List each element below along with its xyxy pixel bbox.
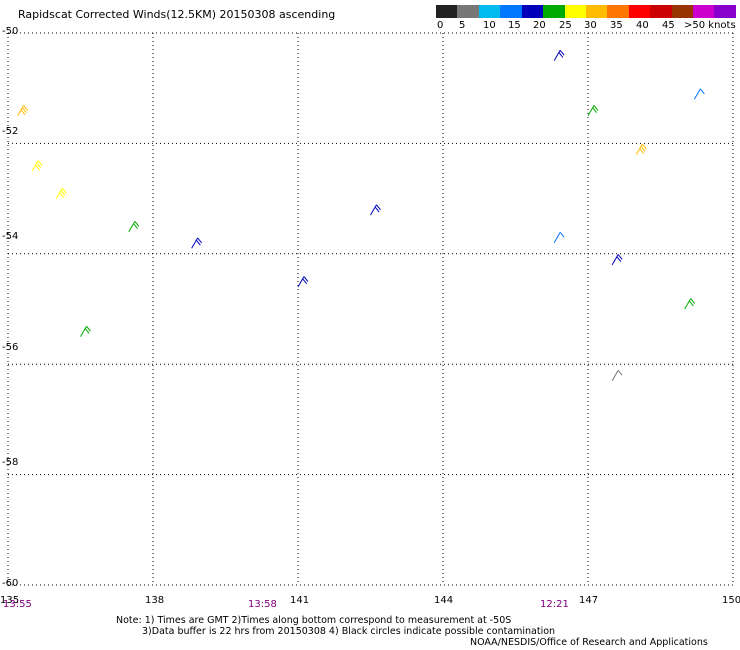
scale-label: 20 <box>533 20 546 31</box>
scale-swatch <box>457 5 479 18</box>
wind-barb <box>611 254 623 266</box>
lat-tick-label: -60 <box>2 578 19 589</box>
wind-speed-color-scale: 0 5 10 15 20 25 30 35 40 45 >50 knots <box>436 5 740 35</box>
pass-time-label: 12:21 <box>540 599 569 610</box>
lat-tick-label: -56 <box>2 342 19 353</box>
scale-swatch <box>607 5 629 18</box>
pass-time-label: 13:55 <box>3 599 32 610</box>
wind-barb <box>611 370 623 382</box>
lat-tick-label: -50 <box>2 26 19 37</box>
note-line: Note: 1) Times are GMT 2)Times along bot… <box>116 615 512 626</box>
note-line: 3)Data buffer is 22 hrs from 20150308 4)… <box>142 626 556 637</box>
wind-barb <box>553 232 565 244</box>
scale-swatch <box>714 5 736 18</box>
wind-barb <box>370 204 381 216</box>
lon-tick-label: 141 <box>290 595 310 606</box>
scale-swatch <box>543 5 565 18</box>
note-line: NOAA/NESDIS/Office of Research and Appli… <box>470 637 708 648</box>
wind-barb <box>635 143 647 155</box>
scale-label: 5 <box>459 20 466 31</box>
scale-swatch <box>521 5 544 18</box>
wind-barb <box>31 160 43 172</box>
scale-label: 45 <box>662 20 675 31</box>
lon-tick-label: 144 <box>434 595 454 606</box>
lat-lon-grid <box>7 32 734 586</box>
lon-tick-label: 147 <box>579 595 599 606</box>
wind-barb <box>297 276 309 288</box>
scale-label: >50 knots <box>684 20 736 31</box>
footnotes: Note: 1) Times are GMT 2)Times along bot… <box>116 615 708 648</box>
lon-tick-label: 138 <box>145 595 165 606</box>
scale-swatch <box>585 5 608 18</box>
scale-swatch <box>436 5 458 18</box>
scale-label: 30 <box>584 20 597 31</box>
wind-barbs <box>17 49 705 382</box>
scale-swatch <box>500 5 522 18</box>
wind-barb <box>553 49 565 61</box>
wind-barb <box>128 221 140 232</box>
wind-barb <box>55 187 67 199</box>
scale-swatch <box>478 5 501 18</box>
lon-tick-label: 150 <box>722 595 740 606</box>
lon-tick-label: 135 <box>0 595 20 606</box>
scale-swatch <box>693 5 715 18</box>
lat-tick-label: -52 <box>2 126 19 137</box>
scale-label: 0 <box>437 20 444 31</box>
scale-swatch <box>650 5 672 18</box>
scale-label: 25 <box>559 20 572 31</box>
scale-swatch <box>628 5 651 18</box>
scale-label: 10 <box>483 20 496 31</box>
scale-label: 40 <box>636 20 649 31</box>
scale-swatch <box>671 5 694 18</box>
scale-swatch <box>564 5 586 18</box>
color-scale-bar <box>436 5 736 18</box>
wind-barb <box>17 105 29 117</box>
scale-label: 15 <box>508 20 521 31</box>
wind-barb <box>80 325 91 337</box>
scale-label: 35 <box>610 20 623 31</box>
wind-barb <box>684 298 696 310</box>
lat-tick-label: -58 <box>2 457 19 468</box>
wind-barb <box>191 237 203 249</box>
pass-time-label: 13:58 <box>248 599 277 610</box>
wind-barb <box>693 88 705 100</box>
wind-barb <box>587 105 599 117</box>
lat-tick-label: -54 <box>2 231 19 242</box>
map-title: Rapidscat Corrected Winds(12.5KM) 201503… <box>18 8 336 21</box>
